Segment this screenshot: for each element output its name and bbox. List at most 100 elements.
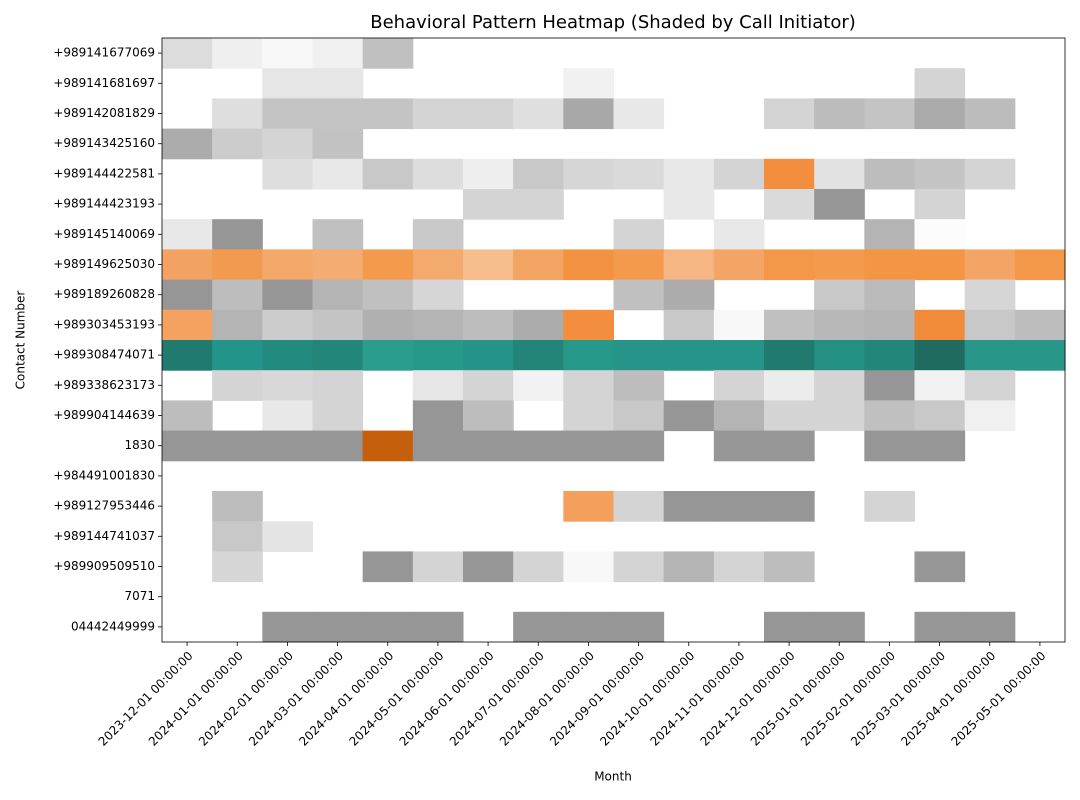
heatmap-cell: [964, 98, 1016, 130]
heatmap-cell: [613, 370, 665, 401]
heatmap-cell: [262, 128, 313, 160]
heatmap-cell: [663, 551, 715, 583]
x-tick-label: 2024-08-01 00:00:00: [497, 649, 597, 749]
heatmap-cell: [412, 219, 464, 250]
heatmap-cell: [312, 370, 364, 401]
heatmap-cell: [563, 551, 614, 583]
plot-frame: [161, 37, 1066, 643]
heatmap-cell: [513, 370, 564, 401]
heatmap-cell: [663, 309, 715, 341]
heatmap-cell: [864, 370, 915, 401]
heatmap-cell: [713, 219, 765, 250]
y-tick-label: +989149625030: [53, 257, 155, 271]
heatmap-cell: [964, 370, 1016, 401]
heatmap-cell: [463, 400, 514, 432]
heatmap-cell: [513, 551, 564, 583]
heatmap-cell: [412, 340, 464, 371]
heatmap-cell: [713, 400, 765, 432]
heatmap-cell: [613, 279, 665, 311]
heatmap-cell: [864, 430, 915, 462]
heatmap-cell: [764, 158, 815, 190]
heatmap-cell: [864, 219, 915, 250]
heatmap-cell: [412, 158, 464, 190]
heatmap-cell: [563, 98, 614, 130]
y-tick-label: +989189260828: [53, 287, 155, 301]
heatmap-cell: [362, 279, 414, 311]
heatmap-cell: [262, 309, 313, 341]
heatmap-cell: [864, 340, 915, 371]
y-tick-label: 7071: [124, 589, 155, 603]
heatmap-cell: [914, 309, 966, 341]
heatmap-cell: [964, 249, 1016, 281]
heatmap-cell: [412, 249, 464, 281]
heatmap-cell: [212, 430, 263, 462]
heatmap-cell: [312, 219, 364, 250]
heatmap-cell: [764, 491, 815, 522]
heatmap-cell: [964, 611, 1016, 643]
heatmap-cell: [563, 158, 614, 190]
heatmap-cell: [864, 491, 915, 522]
heatmap-cell: [262, 249, 313, 281]
heatmap-cell: [964, 400, 1016, 432]
chart-title: Behavioral Pattern Heatmap (Shaded by Ca…: [370, 12, 856, 33]
heatmap-cell: [362, 611, 414, 643]
heatmap-cell: [463, 430, 514, 462]
heatmap-cell: [212, 128, 263, 160]
heatmap-cell: [412, 551, 464, 583]
heatmap-cell: [764, 400, 815, 432]
heatmap-cell: [513, 189, 564, 220]
heatmap-cell: [814, 189, 865, 220]
x-tick-label: 2024-04-01 00:00:00: [296, 649, 396, 749]
heatmap-cell: [563, 370, 614, 401]
x-tick-label: 2024-09-01 00:00:00: [547, 649, 647, 749]
heatmap-cell: [814, 249, 865, 281]
heatmap-cell: [764, 189, 815, 220]
heatmap-cell: [713, 491, 765, 522]
heatmap-cell: [513, 309, 564, 341]
heatmap-cell: [814, 309, 865, 341]
heatmap-cell: [814, 340, 865, 371]
heatmap-cell: [262, 611, 313, 643]
y-tick-label: +989303453193: [53, 317, 155, 331]
y-tick-label: 1830: [124, 438, 155, 452]
heatmap-cell: [613, 400, 665, 432]
heatmap-cell: [914, 340, 966, 371]
y-tick-label: +989144423193: [53, 197, 155, 211]
heatmap-cell: [814, 158, 865, 190]
y-tick-label: +989144741037: [53, 529, 155, 543]
heatmap-cell: [563, 309, 614, 341]
heatmap-cell: [362, 430, 414, 462]
heatmap-cell: [864, 158, 915, 190]
x-tick-label: 2024-01-01 00:00:00: [146, 649, 246, 749]
heatmap-cell: [262, 158, 313, 190]
heatmap-cell: [613, 491, 665, 522]
y-tick-label: +989143425160: [53, 136, 155, 150]
heatmap-cell: [613, 430, 665, 462]
heatmap-cell: [864, 98, 915, 130]
heatmap-cell: [814, 279, 865, 311]
heatmap-cell: [864, 279, 915, 311]
heatmap-cell: [212, 370, 263, 401]
heatmap-cell: [513, 340, 564, 371]
heatmap-cell: [663, 158, 715, 190]
heatmap-cell: [864, 400, 915, 432]
heatmap-cell: [262, 279, 313, 311]
heatmap-cell: [362, 158, 414, 190]
x-tick-label: 2025-04-01 00:00:00: [898, 649, 998, 749]
x-tick-label: 2024-03-01 00:00:00: [246, 649, 346, 749]
heatmap-cell: [764, 340, 815, 371]
heatmap-cell: [663, 279, 715, 311]
heatmap-cell: [513, 430, 564, 462]
heatmap-cell: [412, 98, 464, 130]
heatmap-cell: [312, 128, 364, 160]
heatmap-cell: [162, 128, 213, 160]
x-tick-label: 2024-05-01 00:00:00: [346, 649, 446, 749]
heatmap-cell: [162, 340, 213, 371]
x-tick-label: 2025-05-01 00:00:00: [948, 649, 1048, 749]
heatmap-cell: [663, 340, 715, 371]
heatmap-cell: [312, 400, 364, 432]
heatmap-cell: [312, 279, 364, 311]
heatmap-cell: [864, 249, 915, 281]
y-tick-label: +989127953446: [53, 499, 155, 513]
heatmap-cell: [914, 98, 966, 130]
